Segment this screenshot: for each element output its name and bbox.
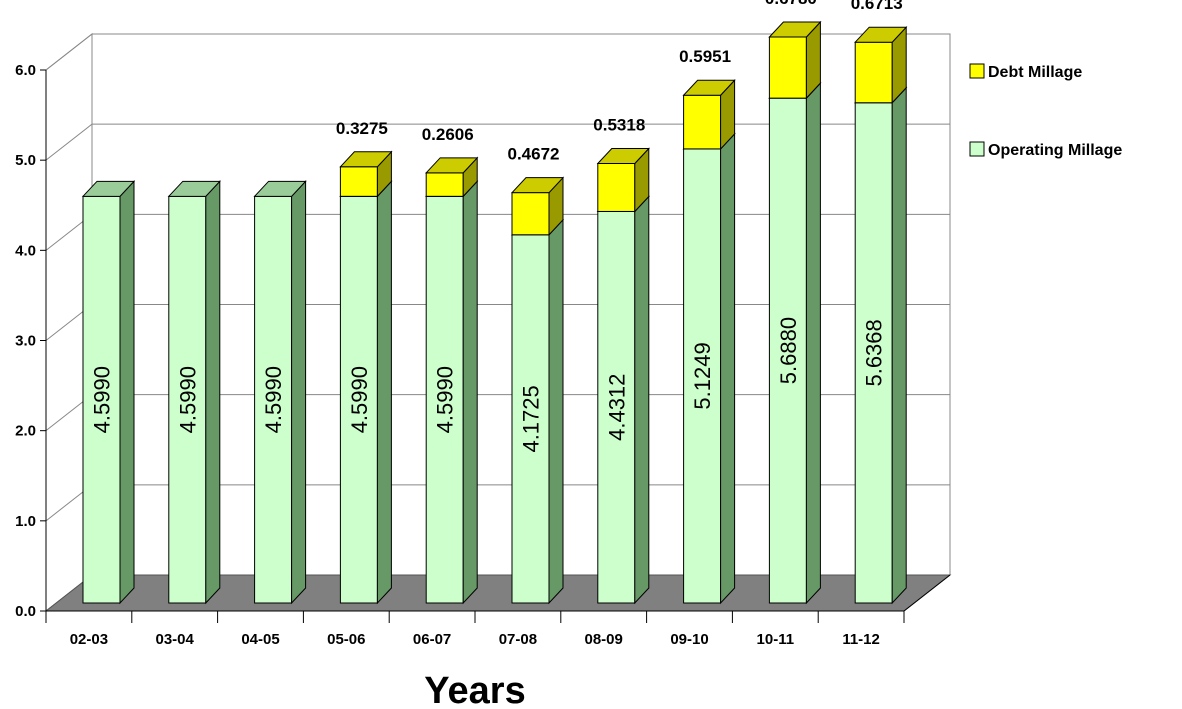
y-tick-label: 6.0 bbox=[15, 62, 36, 79]
debt-bar-front bbox=[854, 41, 893, 104]
operating-value-label: 4.5990 bbox=[433, 366, 458, 433]
x-tick-label: 07-08 bbox=[499, 631, 537, 648]
operating-bar bbox=[81, 180, 136, 605]
debt-bar bbox=[596, 147, 650, 213]
debt-value-label: 0.2606 bbox=[422, 125, 474, 144]
operating-value-label: 5.1249 bbox=[690, 342, 715, 409]
legend-swatch bbox=[969, 63, 985, 79]
x-tick-label: 09-10 bbox=[670, 631, 708, 648]
debt-bar-top bbox=[510, 177, 565, 194]
gridline bbox=[45, 33, 950, 71]
operating-bar-top bbox=[167, 180, 221, 197]
debt-bar-top bbox=[682, 79, 736, 96]
operating-bar bbox=[854, 86, 908, 605]
floor-edge bbox=[903, 574, 951, 612]
operating-bar-front bbox=[425, 195, 464, 604]
operating-bar-side bbox=[291, 180, 307, 605]
x-tick-labels: 02-03 03-04 04-05 05-06 06-07 07-08 08-09 09-10… bbox=[45, 611, 905, 648]
debt-bar-front bbox=[425, 172, 464, 197]
operating-bar-front bbox=[854, 102, 893, 604]
operating-bar-front bbox=[597, 210, 636, 604]
x-tick-label: 03-04 bbox=[156, 631, 195, 648]
debt-bar-top bbox=[854, 26, 908, 43]
debt-bar-front bbox=[683, 94, 722, 150]
legend-swatch bbox=[969, 141, 985, 157]
debt-value-label: 0.4672 bbox=[508, 145, 560, 164]
legend-label: Operating Millage bbox=[988, 142, 1122, 159]
operating-bar-side bbox=[805, 81, 821, 605]
operating-bar-front bbox=[768, 97, 807, 604]
debt-bar-top bbox=[425, 157, 479, 174]
debt-bar-top bbox=[768, 21, 822, 38]
bars bbox=[81, 20, 908, 605]
legend-label: Debt Millage bbox=[988, 64, 1082, 81]
operating-value-label: 5.6880 bbox=[776, 317, 801, 384]
debt-bar-front bbox=[511, 192, 550, 236]
x-axis-label: Years bbox=[424, 670, 525, 709]
operating-bar-side bbox=[720, 132, 736, 605]
operating-bar bbox=[167, 180, 221, 605]
y-tick-label: 1.0 bbox=[15, 513, 36, 530]
operating-value-label: 4.4312 bbox=[604, 374, 629, 441]
debt-bar-front bbox=[597, 163, 636, 212]
operating-bar bbox=[510, 218, 565, 605]
debt-bar bbox=[339, 150, 393, 198]
x-tick-label: 06-07 bbox=[413, 631, 451, 648]
x-tick-label: 11-12 bbox=[842, 631, 880, 648]
debt-bar bbox=[510, 176, 565, 237]
operating-bar-side bbox=[891, 86, 907, 605]
debt-value-label: 0.6713 bbox=[851, 0, 903, 13]
x-tick-label: 05-06 bbox=[327, 631, 365, 648]
x-tick-label: 04-05 bbox=[241, 631, 279, 648]
debt-value-label: 0.3275 bbox=[336, 119, 388, 138]
operating-value-label: 4.5990 bbox=[90, 366, 115, 433]
debt-bar bbox=[425, 156, 479, 198]
x-tick-label: 02-03 bbox=[70, 631, 108, 648]
y-tick-labels: 0.0 1.0 2.0 3.0 4.0 5.0 6.0 bbox=[15, 62, 46, 620]
operating-bar-front bbox=[511, 234, 550, 604]
operating-value-label: 4.5990 bbox=[175, 366, 200, 433]
operating-bar-side bbox=[376, 180, 392, 605]
x-tick-label: 10-11 bbox=[757, 631, 795, 648]
debt-bar-top bbox=[596, 148, 650, 165]
operating-bar-side bbox=[634, 195, 650, 605]
debt-bar-front bbox=[768, 36, 807, 99]
debt-bar-top bbox=[339, 151, 393, 168]
operating-bar-top bbox=[81, 180, 136, 197]
operating-bar bbox=[253, 180, 307, 605]
debt-bar bbox=[768, 20, 822, 100]
debt-bar bbox=[682, 78, 736, 151]
debt-value-label: 0.6780 bbox=[765, 0, 817, 8]
operating-bar-side bbox=[548, 218, 564, 605]
debt-bar bbox=[854, 25, 908, 105]
legend: Debt Millage Operating Millage bbox=[969, 63, 1122, 159]
operating-bar-side bbox=[205, 180, 221, 605]
y-tick-label: 3.0 bbox=[15, 333, 36, 350]
x-tick-label: 08-09 bbox=[585, 631, 623, 648]
y-tick-label: 5.0 bbox=[15, 152, 36, 169]
operating-bar-front bbox=[168, 195, 207, 604]
y-tick-label: 2.0 bbox=[15, 423, 36, 440]
operating-bar-top bbox=[253, 180, 307, 197]
operating-bar-front bbox=[683, 148, 722, 604]
bar-labels: 4.5990 4.5990 4.5990 4.5990 0.3275 4.5990 0.26… bbox=[90, 0, 903, 453]
operating-bar-side bbox=[119, 180, 135, 605]
gridline bbox=[45, 123, 950, 161]
operating-bar bbox=[339, 180, 393, 605]
operating-value-label: 4.5990 bbox=[347, 366, 372, 433]
debt-bar-front bbox=[339, 166, 378, 197]
y-tick-label: 0.0 bbox=[15, 603, 36, 620]
y-tick-label: 4.0 bbox=[15, 242, 36, 259]
operating-value-label: 4.5990 bbox=[261, 366, 286, 433]
debt-value-label: 0.5951 bbox=[679, 47, 731, 66]
operating-value-label: 5.6368 bbox=[862, 319, 887, 386]
operating-value-label: 4.1725 bbox=[519, 385, 544, 452]
operating-bar-side bbox=[462, 180, 478, 605]
debt-value-label: 0.5318 bbox=[593, 116, 645, 135]
